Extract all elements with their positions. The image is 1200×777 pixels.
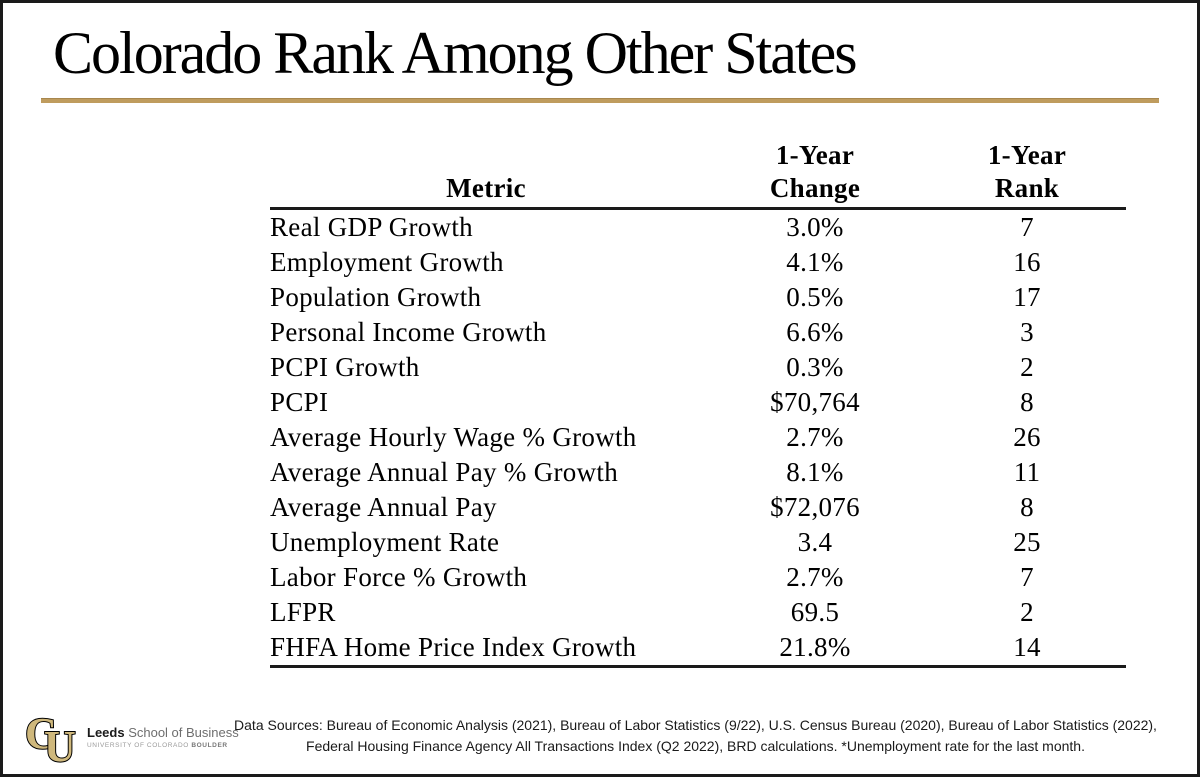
table-row: Real GDP Growth 3.0% 7 xyxy=(270,209,1126,246)
data-sources-line2: Federal Housing Finance Agency All Trans… xyxy=(306,738,1085,754)
column-header-change-line1: 1-Year xyxy=(775,140,855,170)
logo-sub-bold: BOULDER xyxy=(191,742,228,749)
logo-sub-prefix: UNIVERSITY OF COLORADO xyxy=(87,742,192,749)
change-cell: 3.0% xyxy=(786,212,844,242)
data-sources-line1: Data Sources: Bureau of Economic Analysi… xyxy=(234,717,1157,733)
logo-university-line: UNIVERSITY OF COLORADO BOULDER xyxy=(87,742,239,749)
change-cell: 0.3% xyxy=(786,352,844,382)
leeds-school-logo: C U Leeds School of Business UNIVERSITY … xyxy=(25,711,239,763)
change-cell: 8.1% xyxy=(786,457,844,487)
rank-cell: 2 xyxy=(1020,597,1034,627)
rank-cell: 7 xyxy=(1020,212,1034,242)
rank-cell: 11 xyxy=(1013,457,1041,487)
column-header-rank-line1: 1-Year xyxy=(987,140,1067,170)
column-header-change-line2: Change xyxy=(769,173,861,203)
metric-cell: Average Annual Pay % Growth xyxy=(270,457,619,487)
logo-text-block: Leeds School of Business UNIVERSITY OF C… xyxy=(87,725,239,749)
rank-cell: 8 xyxy=(1020,492,1034,522)
table-row: Labor Force % Growth 2.7% 7 xyxy=(270,560,1126,595)
rank-cell: 2 xyxy=(1020,352,1034,382)
metric-cell: Unemployment Rate xyxy=(270,527,500,557)
change-cell: 2.7% xyxy=(786,562,844,592)
metric-cell: PCPI xyxy=(270,387,329,417)
table-row: Average Annual Pay % Growth 8.1% 11 xyxy=(270,455,1126,490)
table-row: Population Growth 0.5% 17 xyxy=(270,280,1126,315)
metric-cell: LFPR xyxy=(270,597,336,627)
metric-cell: FHFA Home Price Index Growth xyxy=(270,630,702,668)
change-cell: 21.8% xyxy=(702,630,928,668)
logo-name-rest: School of Business xyxy=(124,725,239,740)
column-header-rank-line2: Rank xyxy=(994,173,1060,203)
rank-cell: 17 xyxy=(1013,282,1041,312)
table-row: PCPI $70,764 8 xyxy=(270,385,1126,420)
rank-cell: 26 xyxy=(1013,422,1041,452)
metric-cell: Average Hourly Wage % Growth xyxy=(270,422,637,452)
metric-cell: Average Annual Pay xyxy=(270,492,497,522)
change-cell: 3.4 xyxy=(797,527,833,557)
change-cell: $72,076 xyxy=(770,492,860,522)
table-row: Average Annual Pay $72,076 8 xyxy=(270,490,1126,525)
change-cell: $70,764 xyxy=(770,387,860,417)
rank-cell: 25 xyxy=(1013,527,1041,557)
table-row: PCPI Growth 0.3% 2 xyxy=(270,350,1126,385)
column-header-metric: Metric xyxy=(270,139,702,210)
column-header-metric-label: Metric xyxy=(446,173,526,203)
data-sources-note: Data Sources: Bureau of Economic Analysi… xyxy=(208,715,1183,757)
metric-cell: Labor Force % Growth xyxy=(270,562,528,592)
metric-cell: Personal Income Growth xyxy=(270,317,547,347)
cu-monogram-c: C xyxy=(25,711,57,758)
rank-cell: 7 xyxy=(1020,562,1034,592)
change-cell: 4.1% xyxy=(786,247,844,277)
rank-cell: 14 xyxy=(928,630,1126,668)
table-header-row: Metric 1-Year Change 1-Year Rank xyxy=(270,139,1126,210)
table-row: Average Hourly Wage % Growth 2.7% 26 xyxy=(270,420,1126,455)
metric-cell: Population Growth xyxy=(270,282,482,312)
change-cell: 0.5% xyxy=(786,282,844,312)
metric-cell: Real GDP Growth xyxy=(270,212,473,242)
table-row: Unemployment Rate 3.4 25 xyxy=(270,525,1126,560)
rank-cell: 3 xyxy=(1020,317,1034,347)
metric-cell: PCPI Growth xyxy=(270,352,420,382)
column-header-change: 1-Year Change xyxy=(702,139,928,210)
rank-cell: 16 xyxy=(1013,247,1041,277)
rank-cell: 8 xyxy=(1020,387,1034,417)
metric-cell: Employment Growth xyxy=(270,247,504,277)
column-header-rank: 1-Year Rank xyxy=(928,139,1126,210)
table-row: Employment Growth 4.1% 16 xyxy=(270,245,1126,280)
logo-school-name: Leeds School of Business xyxy=(87,725,239,740)
change-cell: 69.5 xyxy=(790,597,840,627)
table-row: FHFA Home Price Index Growth 21.8% 14 xyxy=(270,630,1126,668)
change-cell: 6.6% xyxy=(786,317,844,347)
cu-monogram-u: U xyxy=(44,722,76,763)
table-row: Personal Income Growth 6.6% 3 xyxy=(270,315,1126,350)
page-title: Colorado Rank Among Other States xyxy=(53,20,858,86)
change-cell: 2.7% xyxy=(786,422,844,452)
title-divider-rule xyxy=(41,98,1159,103)
table-row: LFPR 69.5 2 xyxy=(270,595,1126,630)
logo-name-bold: Leeds xyxy=(87,725,125,740)
rank-table: Metric 1-Year Change 1-Year Rank Real GD… xyxy=(270,139,1126,668)
cu-monogram-icon: C U xyxy=(25,711,77,763)
